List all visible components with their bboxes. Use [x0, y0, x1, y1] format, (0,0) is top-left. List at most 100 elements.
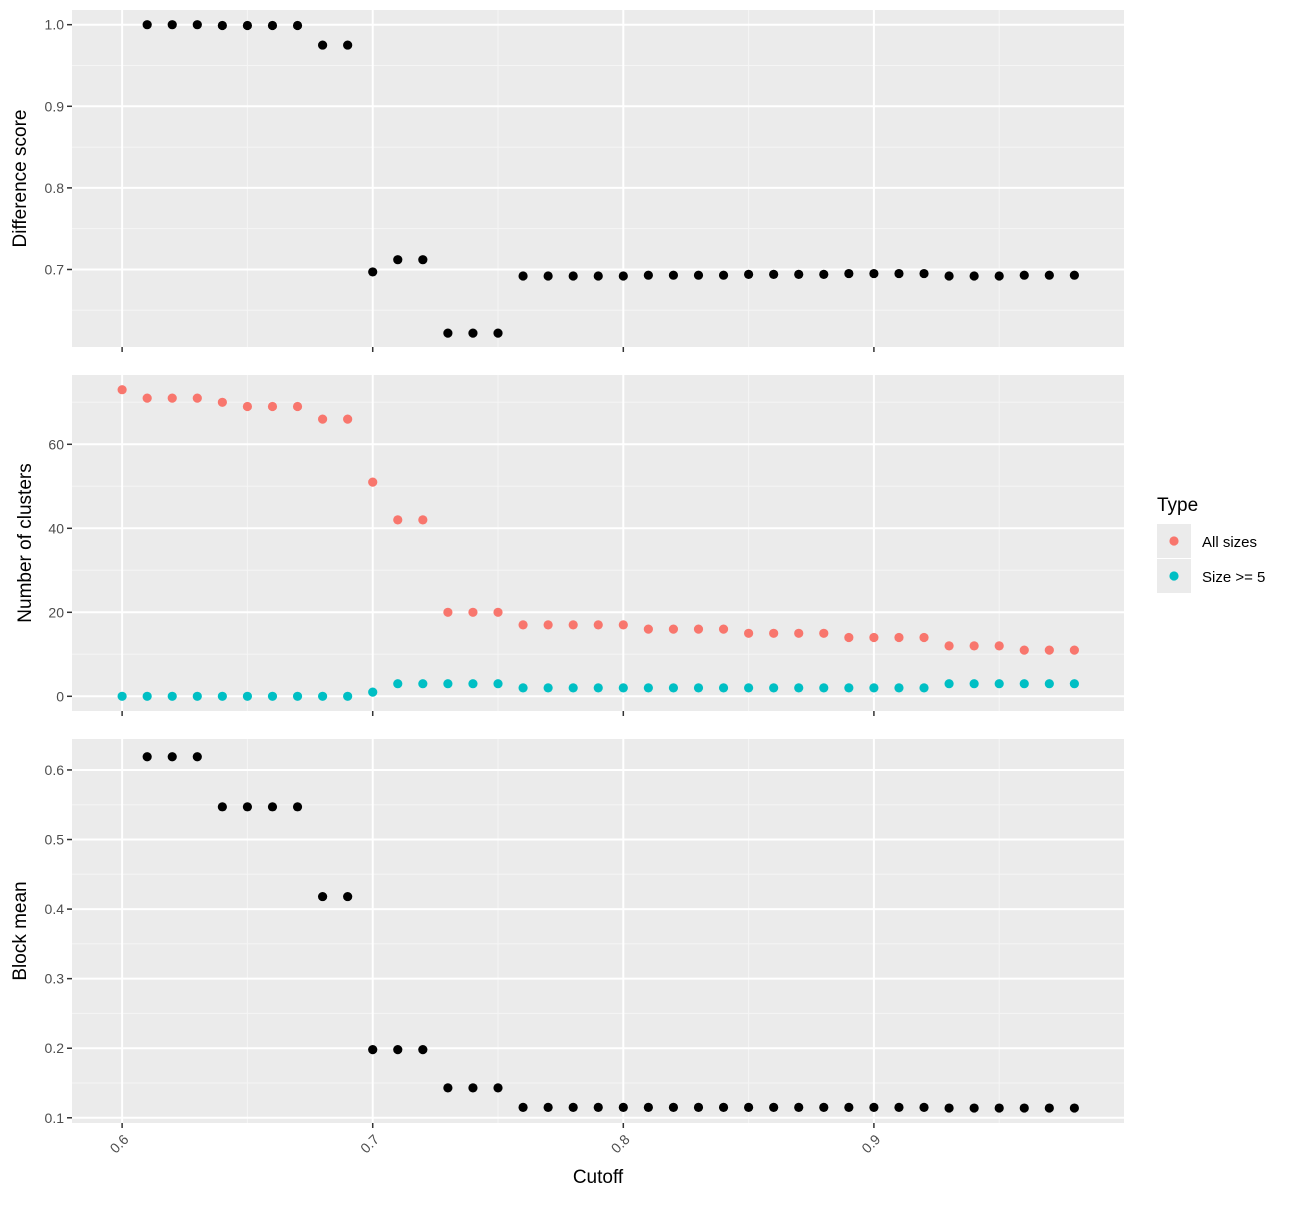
panel-1-series-1-point	[443, 328, 453, 338]
panel-2-y-axis-title: Number of clusters	[15, 463, 36, 622]
panel-2-series-2-point	[1044, 679, 1054, 689]
panel-1-series-1-point	[693, 270, 704, 280]
panel-2-series-1-point	[618, 620, 628, 630]
panel-2-series-2-point	[192, 691, 202, 701]
panel-2-series-1-point	[543, 620, 553, 630]
panel-2-series-1-point	[142, 393, 152, 403]
panel-1-background	[72, 10, 1124, 347]
panel-3-series-1-point	[192, 752, 202, 762]
x-tick-label: 0.8	[608, 1131, 633, 1156]
panel-2-series-2-point	[668, 683, 679, 693]
panel-3-series-1-point	[944, 1103, 954, 1113]
panel-2-series-1-point	[368, 477, 378, 487]
panel-3-series-1-point	[693, 1102, 704, 1112]
panel-1-ytick-label: 0.7	[45, 261, 65, 277]
panel-2-series-2-point	[368, 687, 378, 697]
panel-3-series-1-point	[869, 1102, 879, 1112]
panel-1-series-1-point	[518, 271, 528, 281]
panel-1-series-1-point	[744, 269, 754, 279]
panel-3-series-1-point	[994, 1103, 1004, 1113]
panel-3-series-1-point	[1044, 1103, 1054, 1113]
panel-2-ytick-label: 40	[48, 520, 64, 536]
panel-2-series-1-point	[317, 414, 328, 424]
legend-key-1-point	[1169, 536, 1179, 546]
panel-1-series-1-point	[593, 271, 603, 281]
panel-2-series-2-point	[568, 683, 578, 693]
panel-1-series-1-point	[343, 40, 353, 50]
panel-3-series-1-point	[794, 1102, 804, 1112]
panel-1-series-1-point	[393, 255, 403, 265]
panel-1-series-1-point	[242, 20, 253, 31]
panel-2-series-2-point	[794, 683, 804, 693]
panel-2-series-2-point	[593, 683, 603, 693]
panel-2-series-2-point	[744, 683, 754, 693]
panel-3-series-1-point	[819, 1102, 829, 1112]
panel-2-series-2-point	[1019, 679, 1029, 689]
panel-2-series-1-point	[593, 620, 603, 630]
panel-3-series-1-point	[468, 1083, 478, 1093]
panel-2-series-2-point	[167, 691, 177, 701]
panel-2-series-2-point	[292, 691, 303, 701]
panel-3-series-1-point	[418, 1045, 428, 1055]
panel-2-ytick-label: 20	[48, 604, 64, 620]
panel-3-series-1-point	[443, 1083, 453, 1093]
panel-2-series-2-point	[267, 691, 278, 701]
panel-1-series-1-point	[217, 20, 227, 31]
panel-1-series-1-point	[368, 267, 378, 277]
panel-2-series-2-point	[217, 691, 227, 701]
panel-3-series-1-point	[769, 1102, 779, 1112]
panel-2-series-2-point	[693, 683, 704, 693]
panel-2-series-2-point	[819, 683, 829, 693]
panel-1-series-1-point	[618, 271, 628, 281]
panel-1-ytick-label: 1.0	[45, 17, 65, 33]
panel-3-series-1-point	[969, 1103, 979, 1113]
panel-3-series-1-point	[643, 1102, 653, 1112]
panel-2-series-2-point	[994, 679, 1004, 689]
panel-1-series-1-point	[819, 269, 829, 279]
panel-2-series-2-point	[894, 683, 904, 693]
panel-1-series-1-point	[493, 328, 503, 338]
panel-1-series-1-point	[267, 20, 278, 31]
legend-title: Type	[1157, 495, 1198, 516]
panel-2-series-2-point	[242, 691, 253, 701]
panel-2-series-1-point	[393, 515, 403, 525]
panel-1-series-1-point	[718, 270, 729, 280]
panel-3-y-axis-title: Block mean	[10, 881, 31, 980]
legend-key-2-point	[1169, 571, 1179, 581]
panel-3-ytick-label: 0.2	[45, 1040, 65, 1056]
panel-2-series-2-point	[418, 679, 428, 689]
panel-2-series-1-point	[643, 624, 653, 634]
panel-2-series-2-point	[969, 679, 979, 689]
panel-2-series-1-point	[769, 628, 779, 638]
panel-2-series-2-point	[718, 683, 729, 693]
panel-2-series-1-point	[518, 620, 528, 630]
panel-1-series-1-point	[844, 268, 854, 279]
panel-3-series-1-point	[543, 1102, 553, 1112]
panel-2-series-1-point	[668, 624, 679, 634]
panel-1-series-1-point	[1019, 270, 1029, 280]
panel-2-series-2-point	[844, 683, 854, 693]
panel-3-series-1-point	[317, 891, 328, 902]
panel-2-ytick-label: 60	[48, 436, 64, 452]
panel-3-ytick-label: 0.5	[45, 832, 65, 848]
panel-2-series-1-point	[1069, 645, 1079, 655]
panel-3-series-1-point	[343, 891, 353, 902]
panel-2-series-2-point	[493, 679, 503, 689]
x-tick-label: 0.9	[858, 1131, 883, 1156]
panel-1-series-1-point	[468, 328, 478, 338]
panel-3-series-1-point	[368, 1045, 378, 1055]
panel-1-ytick-label: 0.9	[45, 98, 65, 114]
panel-3-series-1-point	[1019, 1103, 1029, 1113]
panel-3-series-1-point	[393, 1045, 403, 1055]
panel-1-series-1-point	[192, 20, 202, 30]
panel-3-ytick-label: 0.4	[45, 901, 65, 917]
x-tick-label: 0.7	[357, 1131, 382, 1156]
panel-1-series-1-point	[994, 271, 1004, 281]
panel-1-series-1-point	[142, 20, 152, 30]
panel-2-series-1-point	[744, 628, 754, 638]
panel-1-series-1-point	[568, 271, 578, 281]
panel-3-series-1-point	[1069, 1103, 1079, 1113]
panel-3-series-1-point	[568, 1102, 578, 1112]
